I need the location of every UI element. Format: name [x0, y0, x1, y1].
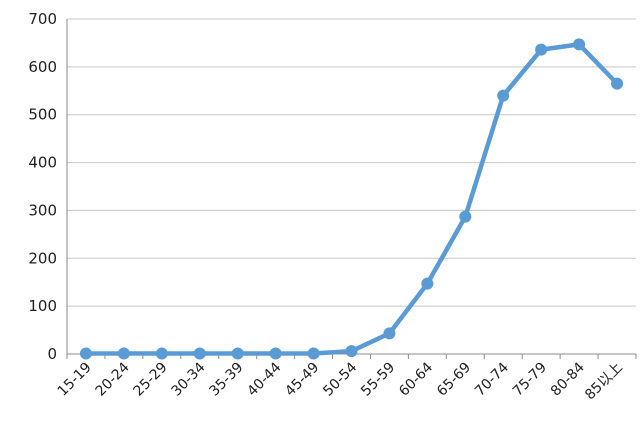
x-tick-label: 45-49	[282, 360, 322, 400]
y-tick-label: 100	[28, 297, 57, 315]
data-point	[193, 347, 206, 360]
y-tick-labels: 0 100 200 300 400 500 600 700	[28, 10, 57, 363]
series	[79, 38, 624, 360]
gridlines	[67, 18, 636, 307]
data-point	[535, 43, 548, 56]
x-tick-label: 85以上	[582, 360, 626, 404]
data-point	[155, 347, 168, 360]
data-point	[383, 327, 396, 340]
x-tick-label: 15-19	[55, 360, 95, 400]
x-tick-label: 75-79	[510, 360, 550, 400]
data-point	[497, 89, 510, 102]
y-tick-label: 300	[28, 201, 57, 219]
axes	[66, 19, 637, 359]
y-tick-label: 600	[28, 58, 57, 76]
data-point	[307, 347, 320, 360]
y-tick-label: 0	[47, 345, 57, 363]
x-tick-labels: 15-1920-2425-2930-3435-3940-4445-4950-54…	[55, 359, 626, 403]
data-point	[231, 347, 244, 360]
x-tick-label: 50-54	[320, 359, 360, 399]
data-point	[345, 345, 358, 358]
y-tick-label: 200	[28, 249, 57, 267]
x-tick-label: 25-29	[131, 360, 171, 400]
x-tick-label: 70-74	[472, 359, 512, 399]
x-tick-label: 65-69	[434, 360, 474, 400]
x-tick-label: 20-24	[93, 359, 133, 399]
y-tick-label: 500	[28, 106, 57, 124]
x-tick-label: 80-84	[548, 359, 588, 399]
x-tick-label: 30-34	[169, 359, 209, 399]
x-tick-label: 60-64	[396, 359, 436, 399]
x-tick-label: 35-39	[206, 360, 246, 400]
y-tick-label: 700	[28, 10, 57, 28]
data-point	[421, 277, 434, 290]
data-point	[611, 77, 624, 90]
x-tick-label: 40-44	[244, 359, 284, 399]
data-point	[79, 347, 92, 360]
data-point	[269, 347, 282, 360]
x-tick-label: 55-59	[358, 360, 398, 400]
data-point	[117, 347, 130, 360]
series-line	[83, 42, 620, 356]
y-tick-label: 400	[28, 154, 57, 172]
data-point	[459, 210, 472, 223]
data-point	[573, 38, 586, 51]
